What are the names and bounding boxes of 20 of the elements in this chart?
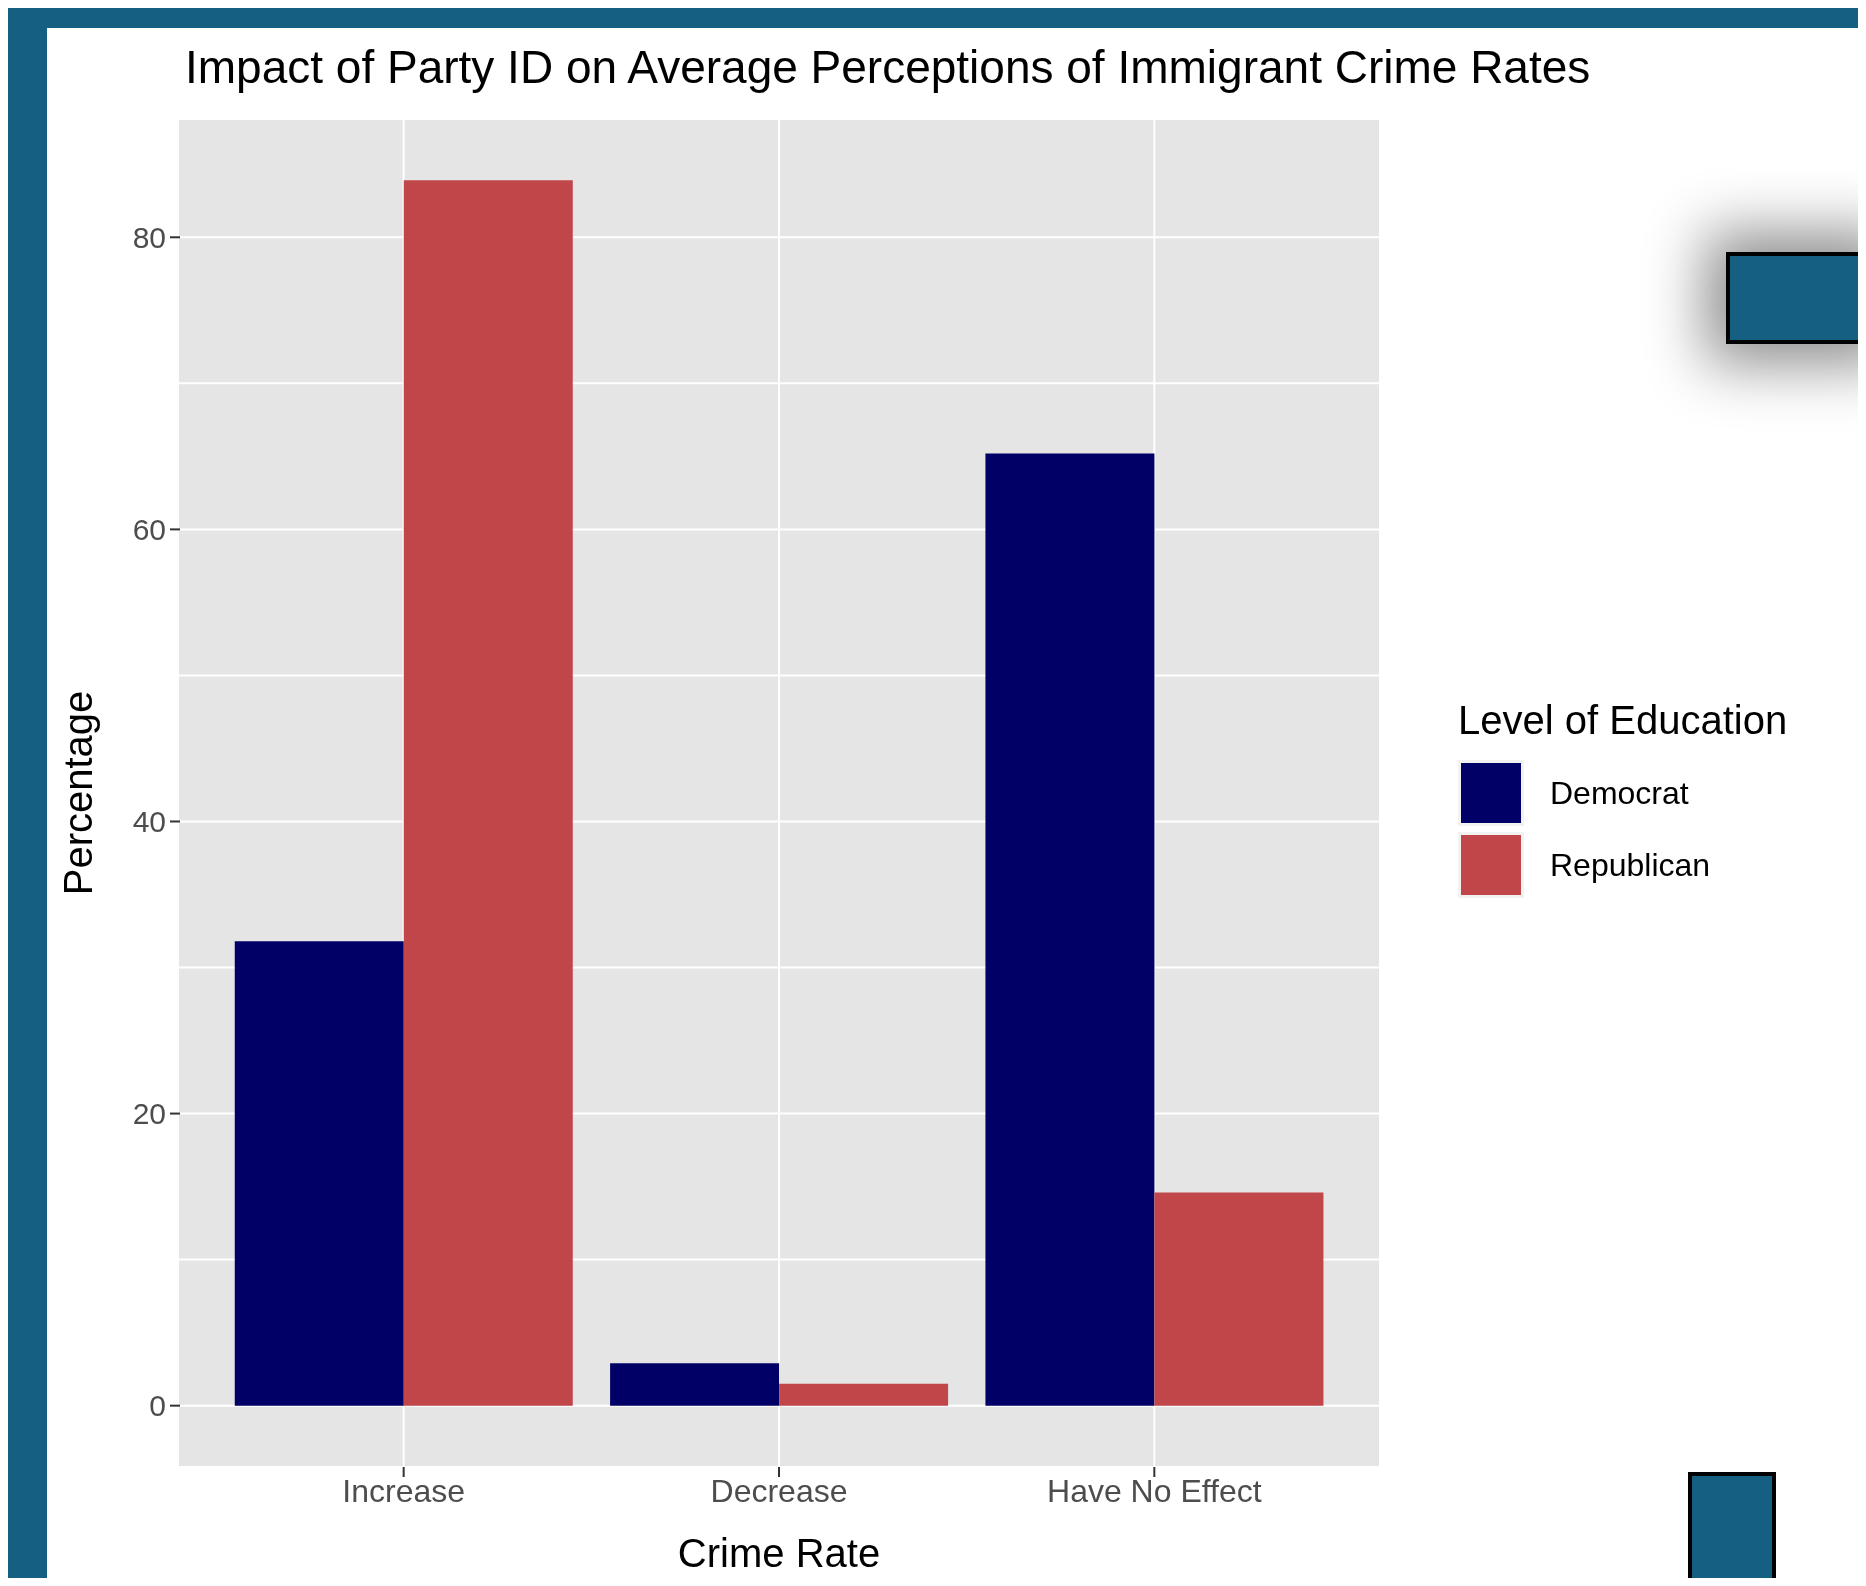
x-tick-label: Increase: [342, 1472, 466, 1509]
y-axis-title: Percentage: [56, 690, 101, 896]
legend-title: Level of Education: [1458, 698, 1788, 743]
y-tick-label: 20: [132, 1097, 166, 1131]
y-tick-label: 80: [132, 220, 166, 254]
legend-label: Republican: [1550, 846, 1711, 884]
bar: [610, 1363, 780, 1406]
x-axis-title: Crime Rate: [677, 1531, 881, 1575]
y-tick-label: 40: [132, 804, 166, 838]
bar: [985, 453, 1155, 1406]
bar: [403, 180, 573, 1406]
bar: [779, 1383, 949, 1406]
y-tick-label: 60: [132, 512, 166, 546]
y-tick-label: 0: [149, 1389, 166, 1423]
bar: [234, 941, 404, 1406]
x-tick-label: Decrease: [710, 1472, 848, 1509]
bar: [1154, 1192, 1324, 1406]
x-tick-label: Have No Effect: [1047, 1472, 1262, 1509]
legend-label: Democrat: [1550, 774, 1689, 812]
chart-title: Impact of Party ID on Average Perceptions of Immigrant Crime Rates: [185, 40, 1591, 94]
